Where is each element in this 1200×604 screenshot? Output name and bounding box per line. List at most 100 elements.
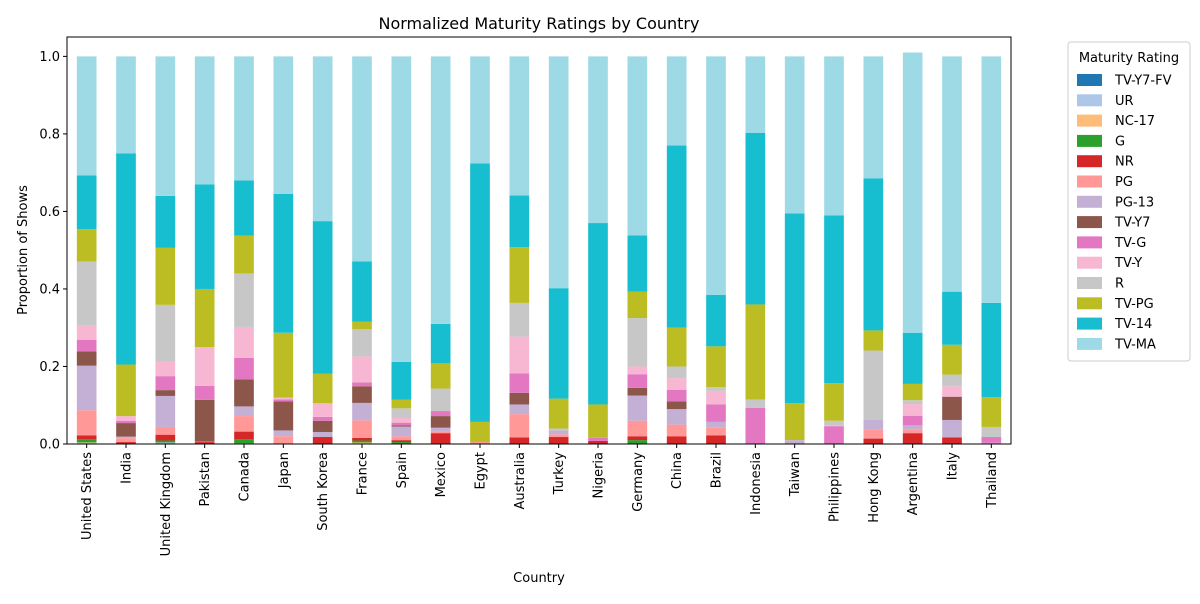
bar-segment (274, 399, 294, 401)
bar-segment (392, 425, 412, 426)
bar-segment (746, 399, 766, 408)
bar-segment (234, 416, 254, 432)
bar-segment (510, 196, 530, 248)
bar-segment (156, 390, 176, 396)
bar-segment (234, 406, 254, 416)
bar-stack-8 (392, 56, 412, 444)
bar-segment (549, 56, 569, 288)
bar-segment (116, 153, 136, 364)
bar-segment (628, 421, 648, 437)
bar-segment (706, 435, 726, 444)
bar-segment (77, 351, 97, 365)
legend-label: PG (1115, 175, 1133, 190)
bar-segment (274, 397, 294, 399)
bar-segment (588, 223, 608, 404)
bar-segment (470, 422, 490, 442)
legend-swatch (1077, 236, 1102, 248)
bar-segment (667, 366, 687, 378)
bar-segment (549, 428, 569, 430)
bar-segment (77, 325, 97, 339)
legend-swatch (1077, 135, 1102, 147)
legend-swatch (1077, 74, 1102, 86)
bar-segment (942, 292, 962, 345)
bar-segment (785, 440, 805, 444)
bar-segment (706, 346, 726, 387)
bar-segment (667, 436, 687, 444)
bar-stack-4 (234, 56, 254, 444)
legend-label: TV-14 (1114, 317, 1152, 332)
bar-stack-2 (156, 56, 176, 444)
x-tick-label: Canada (238, 452, 253, 501)
bar-segment (313, 56, 333, 221)
bar-segment (77, 175, 97, 229)
x-tick-label: Egypt (474, 452, 489, 490)
bar-segment (667, 328, 687, 367)
bar-segment (77, 439, 97, 442)
bar-stack-0 (77, 56, 97, 444)
bar-stack-1 (116, 56, 136, 444)
x-tick-label: Philippines (828, 452, 843, 522)
bar-segment (392, 400, 412, 409)
bar-segment (156, 248, 176, 305)
bar-segment (706, 428, 726, 436)
bar-segment (628, 235, 648, 291)
bar-segment (392, 436, 412, 440)
bar-segment (942, 386, 962, 396)
bar-segment (313, 437, 333, 444)
bar-segment (234, 273, 254, 326)
bar-segment (77, 443, 97, 444)
x-tick-label: Mexico (434, 452, 449, 497)
bar-segment (903, 429, 923, 433)
bar-segment (431, 433, 451, 444)
bar-segment (942, 397, 962, 420)
bar-segment (549, 288, 569, 398)
x-axis-title: Country (513, 571, 565, 586)
bar-segment (195, 386, 215, 400)
y-tick-label: 0.6 (39, 205, 60, 220)
bar-segment (156, 442, 176, 443)
legend-label: R (1115, 277, 1124, 292)
bar-segment (628, 292, 648, 318)
legend-label: TV-Y7 (1114, 216, 1150, 231)
x-tick-label: Japan (277, 452, 292, 489)
bar-segment (234, 358, 254, 379)
bar-segment (116, 437, 136, 439)
bar-segment (392, 56, 412, 361)
bar-segment (706, 422, 726, 428)
x-tick-label: Argentina (906, 452, 921, 515)
x-tick-label: South Korea (316, 452, 331, 531)
legend-label: NR (1115, 155, 1134, 170)
x-tick-label: Pakistan (198, 452, 213, 506)
chart-title: Normalized Maturity Ratings by Country (379, 14, 700, 33)
bar-segment (392, 362, 412, 400)
bar-segment (942, 420, 962, 437)
y-tick-label: 0.8 (39, 127, 60, 142)
legend-label: UR (1115, 94, 1134, 109)
bar-segment (864, 351, 884, 420)
bar-segment (431, 56, 451, 323)
bar-segment (156, 396, 176, 427)
bar-segment (982, 427, 1002, 437)
bar-segment (352, 382, 372, 386)
x-tick-label: United Kingdom (159, 452, 174, 556)
bar-segment (785, 56, 805, 213)
bar-segment (313, 432, 333, 437)
bar-segment (116, 423, 136, 437)
bar-stack-16 (706, 56, 726, 444)
bar-segment (510, 337, 530, 374)
bar-segment (824, 421, 844, 426)
bar-segment (274, 56, 294, 194)
bar-stack-9 (431, 56, 451, 444)
bar-segment (392, 418, 412, 423)
x-tick-label: Australia (513, 452, 528, 510)
bar-segment (667, 409, 687, 425)
bar-segment (274, 430, 294, 436)
bar-segment (431, 389, 451, 411)
bar-segment (864, 429, 884, 438)
bar-segment (864, 330, 884, 350)
bar-segment (824, 215, 844, 383)
bar-segment (864, 439, 884, 444)
bar-segment (549, 430, 569, 434)
bar-segment (628, 318, 648, 366)
bar-segment (549, 437, 569, 444)
